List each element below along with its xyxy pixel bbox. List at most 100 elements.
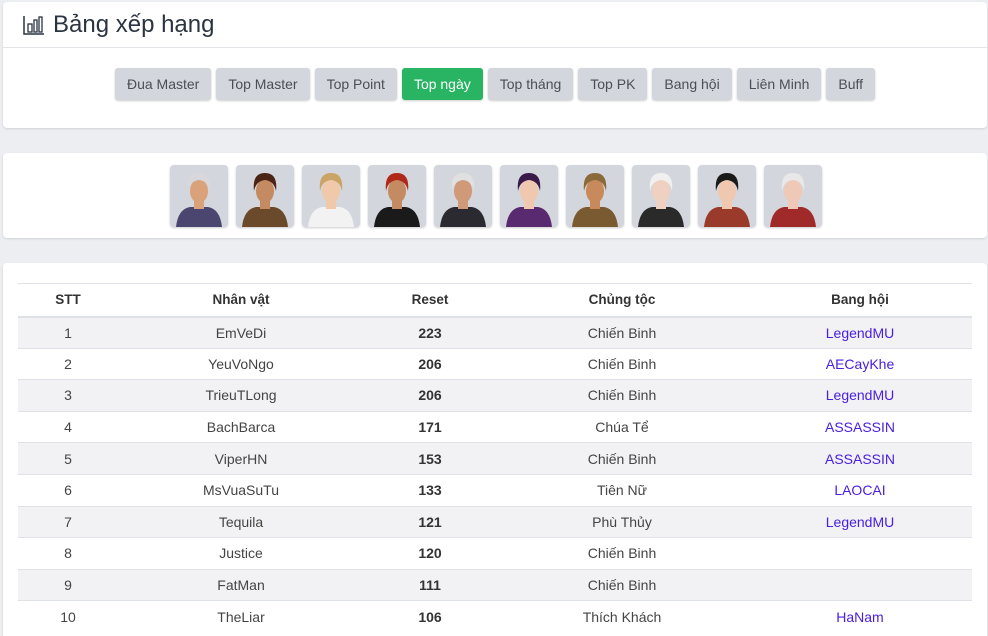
table-row: 5 ViperHN 153 Chiến Binh ASSASSIN	[18, 442, 972, 475]
table-row: 1 EmVeDi 223 Chiến Binh LegendMU	[18, 316, 972, 349]
table-row: 7 Tequila 121 Phù Thủy LegendMU	[18, 505, 972, 538]
rank-cell: 7	[18, 505, 118, 538]
character-portrait-icon	[637, 173, 684, 227]
column-header: Nhân vật	[118, 283, 364, 318]
character-portrait-icon	[439, 173, 486, 227]
reset-cell: 223	[364, 316, 496, 349]
character-name-cell: ViperHN	[118, 442, 364, 475]
tab-liên-minh[interactable]: Liên Minh	[736, 68, 822, 100]
guild-cell: LegendMU	[748, 379, 972, 412]
reset-cell: 120	[364, 537, 496, 570]
rank-cell: 10	[18, 600, 118, 633]
guild-cell: LAOCAI	[748, 473, 972, 507]
bar-chart-icon	[23, 15, 44, 35]
tab-top-master[interactable]: Top Master	[216, 68, 310, 100]
class-avatar[interactable]	[631, 165, 690, 227]
class-avatar[interactable]	[697, 165, 756, 227]
reset-cell: 171	[364, 410, 496, 443]
class-avatar[interactable]	[235, 165, 294, 227]
reset-cell: 121	[364, 505, 496, 538]
table-row: 8 Justice 120 Chiến Binh	[18, 537, 972, 570]
character-portrait-icon	[571, 173, 618, 227]
table-row: 3 TrieuTLong 206 Chiến Binh LegendMU	[18, 379, 972, 412]
class-avatar[interactable]	[367, 165, 426, 227]
ranking-table-card: STT Nhân vật Reset Chủng tộc Bang hội 1 EmVeD…	[3, 263, 987, 636]
class-cell: Chiến Binh	[496, 347, 748, 380]
rank-cell: 1	[18, 316, 118, 349]
reset-cell: 153	[364, 442, 496, 475]
guild-link[interactable]: AECayKhe	[825, 355, 895, 372]
character-portrait-icon	[373, 173, 420, 227]
reset-cell: 133	[364, 473, 496, 507]
rank-cell: 9	[18, 568, 118, 601]
character-name-cell: Justice	[118, 537, 364, 570]
character-portrait-icon	[241, 173, 288, 227]
column-header: Reset	[364, 283, 496, 318]
character-name-cell: YeuVoNgo	[118, 347, 364, 380]
guild-link[interactable]: ASSASSIN	[824, 450, 896, 467]
class-cell: Tiên Nữ	[496, 473, 748, 507]
character-portrait-icon	[703, 173, 750, 227]
character-name-cell: EmVeDi	[118, 316, 364, 349]
class-cell: Phù Thủy	[496, 505, 748, 538]
column-header: STT	[18, 283, 118, 318]
character-name-cell: TheLiar	[118, 600, 364, 633]
guild-link[interactable]: LegendMU	[825, 513, 895, 530]
table-row: 2 YeuVoNgo 206 Chiến Binh AECayKhe	[18, 347, 972, 380]
guild-link[interactable]: LegendMU	[825, 324, 895, 341]
guild-cell: HaNam	[748, 600, 972, 633]
rank-cell: 8	[18, 537, 118, 570]
page-title: Bảng xếp hạng	[53, 10, 215, 38]
class-avatar[interactable]	[763, 165, 822, 227]
tab-top-pk[interactable]: Top PK	[578, 68, 648, 100]
character-name-cell: Tequila	[118, 505, 364, 538]
ranking-table: STT Nhân vật Reset Chủng tộc Bang hội 1 EmVeD…	[18, 283, 972, 633]
class-avatar[interactable]	[499, 165, 558, 227]
character-portrait-icon	[505, 173, 552, 227]
card-header: Bảng xếp hạng	[3, 2, 987, 48]
class-cell: Chiến Binh	[496, 379, 748, 412]
character-name-cell: FatMan	[118, 568, 364, 601]
table-row: 9 FatMan 111 Chiến Binh	[18, 568, 972, 601]
guild-link[interactable]: LegendMU	[825, 387, 895, 404]
rank-cell: 2	[18, 347, 118, 380]
table-row: 10 TheLiar 106 Thích Khách HaNam	[18, 600, 972, 633]
class-avatar[interactable]	[433, 165, 492, 227]
class-cell: Thích Khách	[496, 600, 748, 633]
class-avatar[interactable]	[301, 165, 360, 227]
character-name-cell: TrieuTLong	[118, 379, 364, 412]
tab-top-ngày[interactable]: Top ngày	[401, 68, 483, 100]
reset-cell: 206	[364, 379, 496, 412]
tab-bang-hội[interactable]: Bang hội	[652, 68, 732, 100]
tab-top-point[interactable]: Top Point	[314, 68, 397, 100]
class-avatar-list	[3, 153, 987, 227]
rank-cell: 3	[18, 379, 118, 412]
guild-cell	[748, 568, 972, 601]
guild-link[interactable]: HaNam	[836, 608, 884, 625]
class-cell: Chiến Binh	[496, 442, 748, 475]
reset-cell: 111	[364, 568, 496, 601]
rank-cell: 5	[18, 442, 118, 475]
class-avatar[interactable]	[169, 165, 228, 227]
character-class-card	[3, 153, 987, 238]
guild-cell: ASSASSIN	[748, 442, 972, 475]
guild-link[interactable]: ASSASSIN	[824, 419, 896, 436]
guild-cell: ASSASSIN	[748, 410, 972, 443]
class-cell: Chiến Binh	[496, 568, 748, 601]
guild-cell: LegendMU	[748, 316, 972, 349]
guild-cell	[748, 537, 972, 570]
character-portrait-icon	[307, 173, 354, 227]
column-header: Bang hội	[748, 283, 972, 318]
tab-buff[interactable]: Buff	[826, 68, 876, 100]
class-cell: Chiến Binh	[496, 316, 748, 349]
character-portrait-icon	[175, 173, 222, 227]
ranking-header-card: Bảng xếp hạng Đua Master Top Master Top Po…	[3, 2, 987, 128]
tab-top-tháng[interactable]: Top tháng	[487, 68, 574, 100]
tab-đua-master[interactable]: Đua Master	[114, 68, 212, 100]
character-portrait-icon	[769, 173, 816, 227]
column-header: Chủng tộc	[496, 283, 748, 318]
class-avatar[interactable]	[565, 165, 624, 227]
guild-link[interactable]: LAOCAI	[834, 482, 886, 499]
ranking-tabs: Đua Master Top Master Top Point Top ngày Top…	[3, 68, 987, 100]
character-name-cell: BachBarca	[118, 410, 364, 443]
